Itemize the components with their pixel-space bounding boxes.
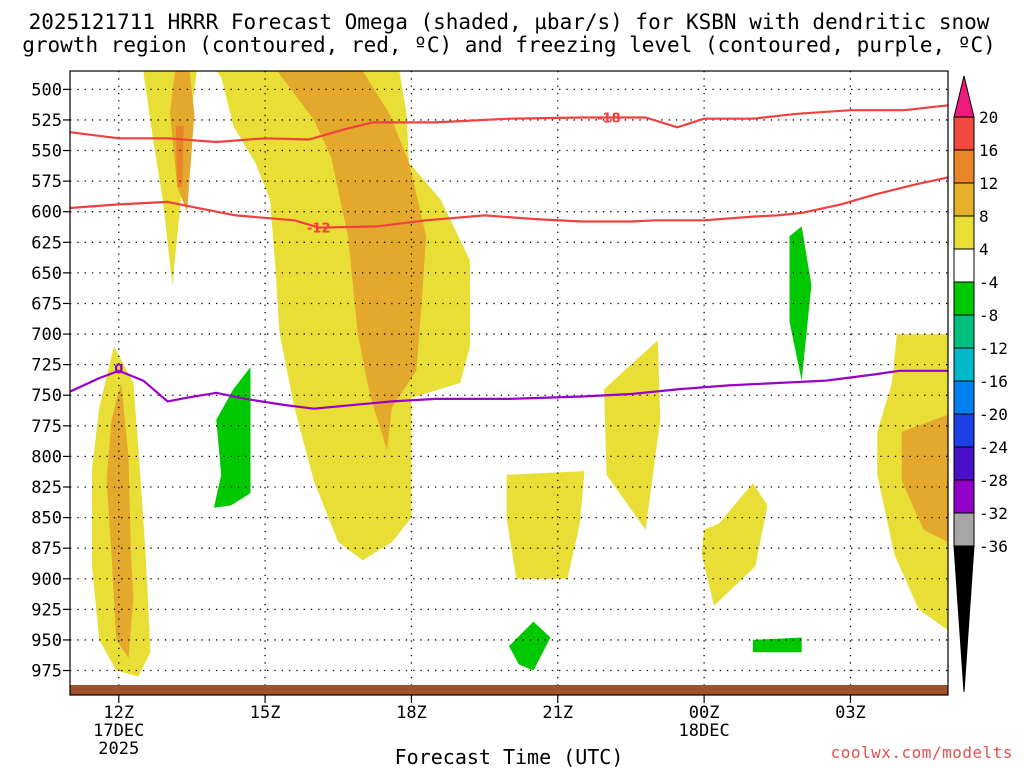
colorbar-label--32: -32: [979, 504, 1008, 523]
dgz-minus18-line: [70, 104, 948, 144]
colorbar-band-20-to-16: [953, 116, 975, 151]
y-tick-label-950: 950: [31, 631, 62, 651]
colorbar-label-8: 8: [979, 207, 989, 226]
x-tick-label-21Z: 21Z: [542, 703, 573, 723]
x-tick-label-2025: 2025: [98, 739, 139, 759]
colorbar-band--32-to--36: [953, 512, 975, 547]
y-tick-label-625: 625: [31, 233, 62, 253]
y-tick-label-900: 900: [31, 570, 62, 590]
y-tick-label-575: 575: [31, 172, 62, 192]
y-tick-label-875: 875: [31, 539, 62, 559]
x-tick-label-18Z: 18Z: [396, 703, 427, 723]
colorbar-band-4-to--4: [953, 248, 975, 283]
colorbar-label--24: -24: [979, 438, 1008, 457]
y-tick-label-975: 975: [31, 662, 62, 682]
colorbar-label-4: 4: [979, 240, 989, 259]
dgz-minus12-line: [70, 176, 948, 229]
colorbar-band-16-to-12: [953, 149, 975, 184]
colorbar-label-16: 16: [979, 141, 998, 160]
colorbar-bottom-triangle: [953, 545, 975, 693]
colorbar-top-triangle: [953, 75, 975, 118]
colorbar-band--12-to--16: [953, 347, 975, 382]
colorbar-band--16-to--20: [953, 380, 975, 415]
colorbar-label--8: -8: [979, 306, 998, 325]
colorbar-label--16: -16: [979, 372, 1008, 391]
y-tick-label-700: 700: [31, 325, 62, 345]
plot-frame: [69, 70, 949, 696]
chart-title-line-1: 2025121711 HRRR Forecast Omega (shaded, …: [29, 10, 990, 34]
omega-region-10: [901, 414, 948, 543]
x-tick-label-03Z: 03Z: [835, 703, 866, 723]
omega-region-3: [506, 471, 585, 579]
y-tick-label-750: 750: [31, 386, 62, 406]
colorbar-label--28: -28: [979, 471, 1008, 490]
colorbar-band--4-to--8: [953, 281, 975, 316]
colorbar-band--8-to--12: [953, 314, 975, 349]
colorbar-label-20: 20: [979, 108, 998, 127]
y-tick-label-850: 850: [31, 509, 62, 529]
colorbar-label--36: -36: [979, 537, 1008, 556]
y-tick-label-650: 650: [31, 264, 62, 284]
credit-text: coolwx.com/modelts: [831, 743, 1013, 762]
x-tick-label-00Z: 00Z: [689, 703, 720, 723]
y-tick-label-600: 600: [31, 203, 62, 223]
x-tick-label-17DEC: 17DEC: [93, 721, 144, 741]
y-tick-label-500: 500: [31, 80, 62, 100]
dgz-minus12-label: -12: [307, 222, 331, 237]
dgz-minus18-label: -18: [597, 111, 621, 126]
y-tick-label-825: 825: [31, 478, 62, 498]
colorbar-label--20: -20: [979, 405, 1008, 424]
plot-area: -18 -12 0: [69, 70, 949, 696]
freezing-level-label: 0: [114, 362, 123, 377]
colorbar-band--28-to--32: [953, 479, 975, 514]
y-tick-label-925: 925: [31, 600, 62, 620]
x-axis-title: Forecast Time (UTC): [395, 745, 624, 768]
y-tick-label-725: 725: [31, 356, 62, 376]
freezing-level-line: [70, 369, 948, 410]
ground-surface: [70, 685, 948, 695]
y-tick-label-550: 550: [31, 142, 62, 162]
chart-title-line-2: growth region (contoured, red, ºC) and f…: [22, 33, 996, 57]
x-tick-label-18DEC: 18DEC: [679, 721, 730, 741]
colorbar-band--24-to--28: [953, 446, 975, 481]
omega-region-5: [701, 483, 768, 606]
contour-layer: -18 -12 0: [70, 104, 948, 410]
colorbar-band-8-to-4: [953, 215, 975, 250]
y-tick-label-775: 775: [31, 417, 62, 437]
omega-shading-layer: [92, 71, 948, 677]
omega-region-7: [245, 71, 427, 451]
y-tick-label-525: 525: [31, 111, 62, 131]
y-tick-label-800: 800: [31, 447, 62, 467]
omega-region-9: [106, 383, 134, 659]
colorbar: 20 16 12 8 4 -4 -8 -12 -16 -20 -24 -28 -32 -36: [953, 75, 1008, 693]
omega-region-12: [213, 367, 251, 508]
omega-region-15: [752, 637, 802, 653]
omega-region-11: [175, 126, 184, 188]
x-tick-label-12Z: 12Z: [103, 703, 134, 723]
plot-background: [70, 71, 948, 695]
colorbar-band--20-to--24: [953, 413, 975, 448]
colorbar-label-12: 12: [979, 174, 998, 193]
grid-layer: [70, 71, 948, 695]
y-tick-label-675: 675: [31, 294, 62, 314]
x-tick-label-15Z: 15Z: [250, 703, 281, 723]
colorbar-band-12-to-8: [953, 182, 975, 217]
omega-region-4: [604, 340, 661, 530]
y-axis: 500 525 550 575 600 625 650 675 700 725 750 775 800 8…: [31, 80, 70, 682]
colorbar-label--12: -12: [979, 339, 1008, 358]
omega-region-14: [509, 621, 551, 671]
colorbar-label--4: -4: [979, 273, 998, 292]
